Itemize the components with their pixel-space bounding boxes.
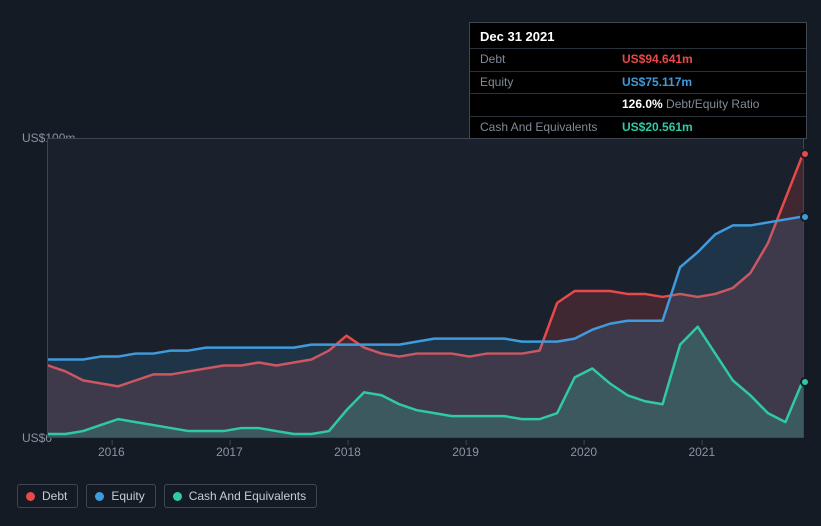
chart-svg — [48, 139, 803, 437]
tooltip-row-label: Equity — [480, 75, 622, 91]
x-axis-label: 2020 — [570, 445, 597, 459]
tooltip-row-value: US$75.117m — [622, 75, 692, 91]
x-axis-label: 2017 — [216, 445, 243, 459]
series-end-marker — [800, 377, 810, 387]
tooltip-row: Cash And EquivalentsUS$20.561m — [470, 116, 806, 139]
legend-swatch — [26, 492, 35, 501]
data-tooltip: Dec 31 2021 DebtUS$94.641mEquityUS$75.11… — [469, 22, 807, 139]
legend-item[interactable]: Cash And Equivalents — [164, 484, 317, 508]
series-end-marker — [800, 149, 810, 159]
legend-label: Cash And Equivalents — [189, 489, 306, 503]
tooltip-row-label — [480, 97, 622, 113]
legend-swatch — [173, 492, 182, 501]
tooltip-row: DebtUS$94.641m — [470, 48, 806, 71]
x-axis-label: 2021 — [688, 445, 715, 459]
x-axis-label: 2019 — [452, 445, 479, 459]
x-axis-label: 2016 — [98, 445, 125, 459]
x-axis-label: 2018 — [334, 445, 361, 459]
tooltip-row-value: 126.0% Debt/Equity Ratio — [622, 97, 759, 113]
tooltip-row: EquityUS$75.117m — [470, 71, 806, 94]
tooltip-row-value: US$94.641m — [622, 52, 693, 68]
legend: Debt Equity Cash And Equivalents — [17, 484, 317, 508]
tooltip-rows: DebtUS$94.641mEquityUS$75.117m126.0% Deb… — [470, 48, 806, 138]
tooltip-row-label: Cash And Equivalents — [480, 120, 622, 136]
legend-label: Equity — [111, 489, 144, 503]
tooltip-date: Dec 31 2021 — [470, 23, 806, 48]
tooltip-row: 126.0% Debt/Equity Ratio — [470, 93, 806, 116]
legend-item[interactable]: Equity — [86, 484, 155, 508]
legend-item[interactable]: Debt — [17, 484, 78, 508]
x-axis: 2016 2017 2018 2019 2020 2021 — [47, 441, 804, 471]
tooltip-row-label: Debt — [480, 52, 622, 68]
legend-swatch — [95, 492, 104, 501]
series-end-marker — [800, 212, 810, 222]
chart-plot[interactable] — [47, 138, 804, 438]
legend-label: Debt — [42, 489, 67, 503]
tooltip-row-value: US$20.561m — [622, 120, 693, 136]
